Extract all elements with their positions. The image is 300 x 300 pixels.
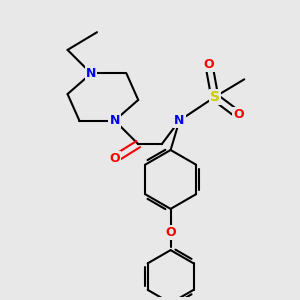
Text: O: O [204,58,214,71]
Text: N: N [86,67,96,80]
Text: O: O [110,152,120,165]
Text: N: N [110,114,120,127]
Text: O: O [165,226,176,239]
Text: N: N [174,114,184,127]
Text: S: S [210,90,220,104]
Text: O: O [233,108,244,121]
